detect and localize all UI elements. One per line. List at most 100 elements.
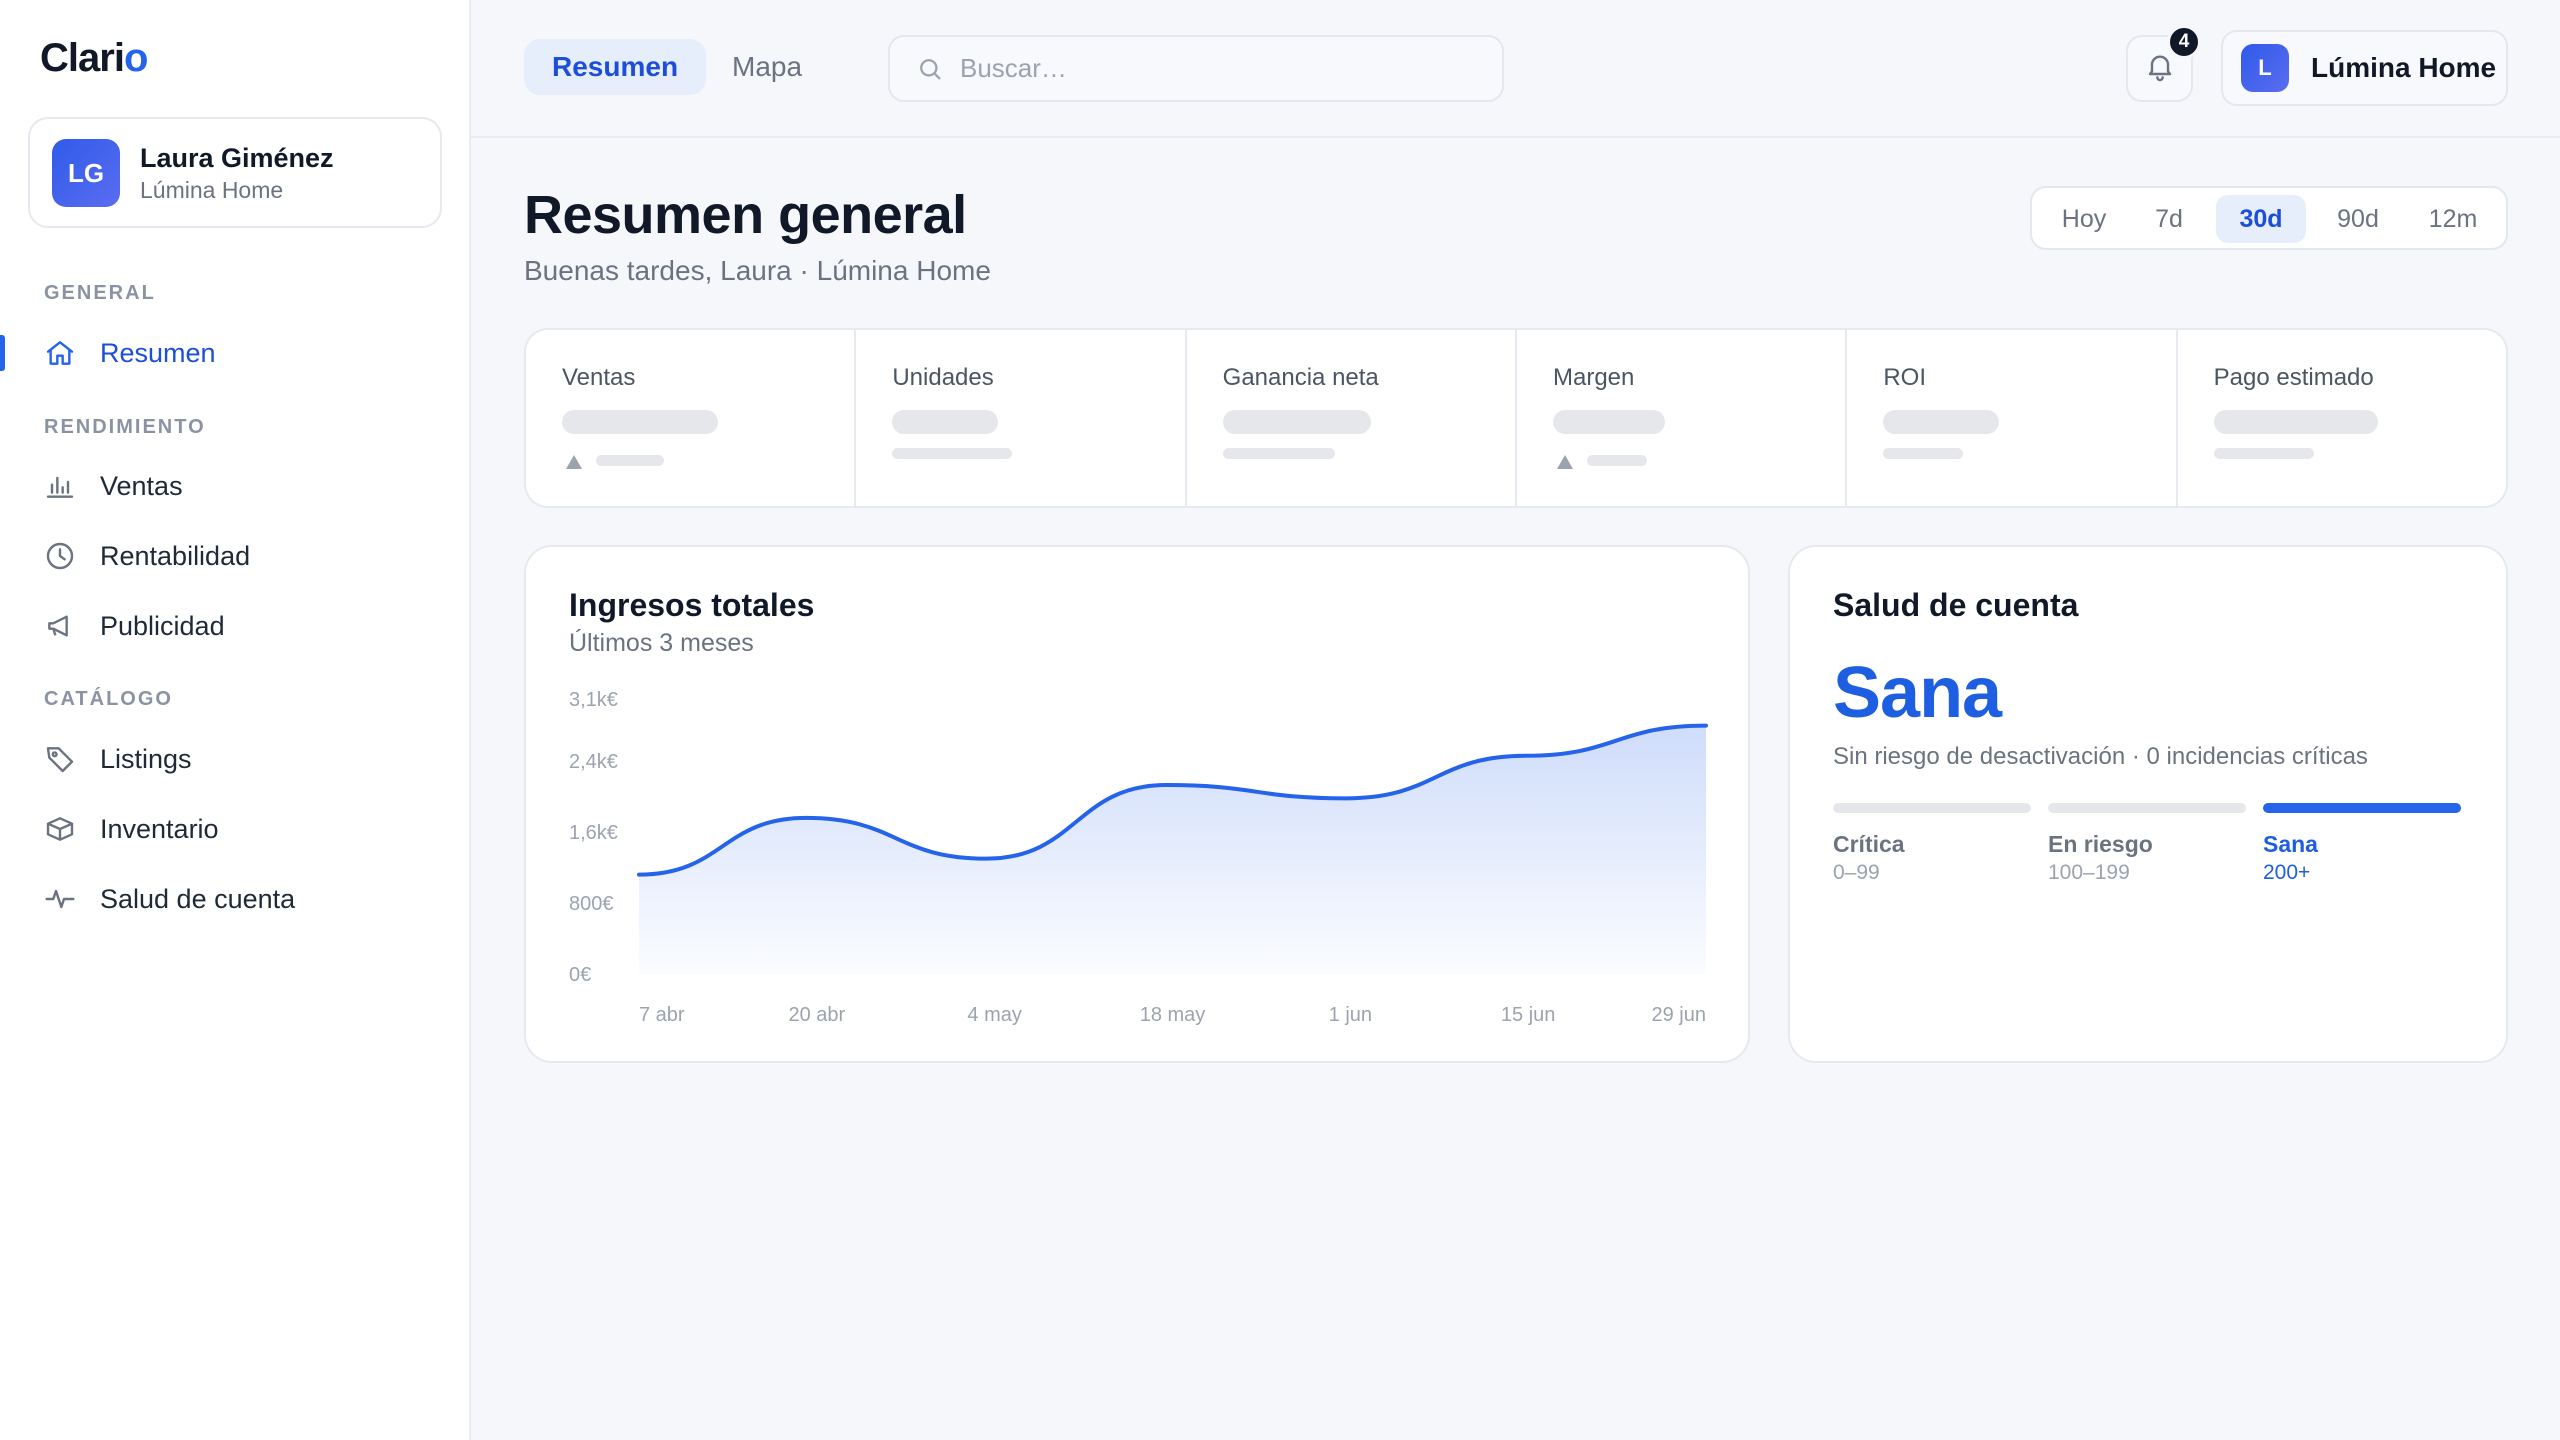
y-tick-label: 2,4k€ [569,751,618,773]
card-title: Ingresos totales [569,587,815,623]
clock-icon [44,540,76,572]
sidebar-item-label: Resumen [100,337,216,368]
account-health-card: Salud de cuenta Sana Sin riesgo de desac… [1788,545,2508,1063]
sidebar-item-rentabilidad[interactable]: Rentabilidad [0,528,471,584]
kpi-strip: Ventas Unidades Ganancia neta Margen ROI… [524,328,2508,508]
health-tier-sana: Sana 200+ [2263,803,2461,885]
range-7d[interactable]: 7d [2155,204,2183,233]
search-input[interactable] [960,53,1480,84]
trend-up-icon [566,455,582,469]
tier-name: Sana [2263,831,2318,857]
date-range-selector: Hoy 7d 30d 90d 12m [2030,186,2508,250]
tier-range: 0–99 [1833,861,1880,884]
kpi-card-ventas[interactable]: Ventas [526,330,857,506]
range-90d[interactable]: 90d [2337,204,2379,233]
sidebar-item-listings[interactable]: Listings [0,731,471,787]
tier-bar [2263,803,2461,813]
revenue-chart[interactable]: 0€ 800€ 1,6k€ 2,4k€ 3,1k€ 7 abr 20 abr 4 may 18 … [526,547,1748,1061]
data-point[interactable] [629,865,649,885]
x-tick-label: 15 jun [1501,1004,1556,1026]
kpi-value-skeleton [1552,410,1665,434]
app-logo[interactable]: Clario [40,36,148,80]
x-tick-label: 18 may [1140,1004,1206,1026]
sidebar-item-inventario[interactable]: Inventario [0,801,471,857]
kpi-delta-skeleton [1883,448,1964,459]
user-card[interactable]: LG Laura Giménez Lúmina Home [28,117,442,228]
account-avatar: L [2241,44,2289,92]
range-hoy[interactable]: Hoy [2061,204,2107,233]
kpi-value-skeleton [892,410,999,434]
health-tier-critica: Crítica 0–99 [1833,803,2031,885]
kpi-delta-skeleton [596,455,664,466]
tier-range: 200+ [2263,861,2311,884]
x-tick-label: 7 abr [639,1004,685,1026]
kpi-card-unidades[interactable]: Unidades [856,330,1187,506]
sidebar-item-label: Listings [100,743,192,774]
kpi-value-skeleton [1883,410,2000,434]
kpi-value-skeleton [2213,410,2378,434]
health-state: Sana [1833,653,2002,733]
kpi-label: Pago estimado [2213,364,2374,391]
top-bar: Resumen Mapa 4 L Lúmina Home [471,0,2560,138]
home-icon [44,337,76,369]
kpi-delta-skeleton [1222,448,1335,459]
sidebar-item-label: Publicidad [100,610,225,641]
x-tick-label: 1 jun [1329,1004,1372,1026]
x-tick-label: 29 jun [1652,1004,1707,1026]
data-point[interactable] [1336,788,1356,808]
card-subtitle: Últimos 3 meses [569,629,754,657]
data-point[interactable] [1696,716,1716,736]
kpi-card-margen[interactable]: Margen [1517,330,1848,506]
sidebar-item-label: Rentabilidad [100,540,251,571]
card-title: Salud de cuenta [1833,587,2079,623]
kpi-delta-skeleton [1586,455,1647,466]
data-point[interactable] [796,808,816,828]
box-icon [44,813,76,845]
kpi-label: Unidades [892,364,994,391]
kpi-delta-skeleton [2213,448,2314,459]
y-tick-label: 1,6k€ [569,822,618,844]
account-name: Lúmina Home [2311,52,2497,83]
y-tick-label: 800€ [569,893,614,915]
data-point[interactable] [1156,775,1176,795]
data-point[interactable] [976,849,996,869]
kpi-card-pago-estimado[interactable]: Pago estimado [2178,330,2506,506]
user-name: Laura Giménez [140,143,334,173]
sidebar-item-salud-de-cuenta[interactable]: Salud de cuenta [0,871,471,927]
sidebar-item-label: Ventas [100,470,183,501]
health-tier-en-riesgo: En riesgo 100–199 [2048,803,2246,885]
health-description: Sin riesgo de desactivación · 0 incidenc… [1833,743,2368,770]
nav-section-rendimiento: RENDIMIENTO [44,416,206,438]
kpi-card-roi[interactable]: ROI [1847,330,2178,506]
sidebar-item-publicidad[interactable]: Publicidad [0,598,471,654]
kpi-label: Ganancia neta [1222,364,1379,391]
kpi-delta-skeleton [892,448,1013,459]
tab-resumen[interactable]: Resumen [524,39,707,95]
revenue-area [639,725,1706,974]
tab-mapa[interactable]: Mapa [732,51,803,82]
kpi-label: ROI [1883,364,1926,391]
kpi-card-ganancia-neta[interactable]: Ganancia neta [1187,330,1517,506]
account-switcher[interactable]: L Lúmina Home [2221,30,2508,106]
sidebar: Clario LG Laura Giménez Lúmina Home GENE… [0,0,471,1440]
revenue-line [637,723,1708,877]
sidebar-item-resumen[interactable]: Resumen [0,325,471,381]
tier-range: 100–199 [2048,861,2130,884]
megaphone-icon [44,610,76,642]
kpi-value-skeleton [1222,410,1371,434]
y-tick-label: 0€ [569,964,591,986]
sidebar-item-ventas[interactable]: Ventas [0,458,471,514]
search-icon [916,54,946,84]
search-box[interactable] [888,35,1504,102]
data-point[interactable] [1516,746,1536,766]
range-30d[interactable]: 30d [2216,195,2306,243]
range-12m[interactable]: 12m [2428,204,2478,233]
nav-section-catalogo: CATÁLOGO [44,688,173,710]
trend-up-icon [1556,455,1573,469]
user-org: Lúmina Home [140,177,284,203]
page-subtitle: Buenas tardes, Laura · Lúmina Home [524,255,991,286]
tier-bar [2048,803,2246,813]
pulse-icon [44,883,76,915]
sidebar-item-label: Salud de cuenta [100,883,296,914]
sidebar-item-label: Inventario [100,813,219,844]
